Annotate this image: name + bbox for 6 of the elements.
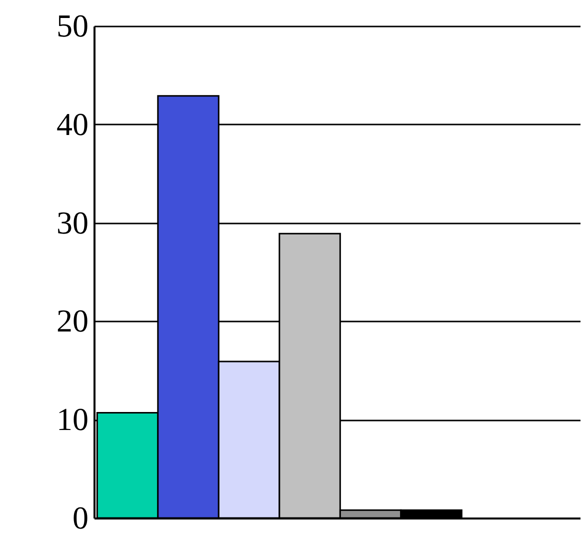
y-tick-label: 0 (72, 500, 88, 536)
y-tick-label: 50 (56, 8, 88, 44)
y-tick-label: 20 (56, 302, 88, 339)
y-tick-label: 40 (56, 106, 88, 142)
y-tick-label: 30 (56, 204, 88, 240)
y-tick-label: 10 (56, 401, 88, 438)
